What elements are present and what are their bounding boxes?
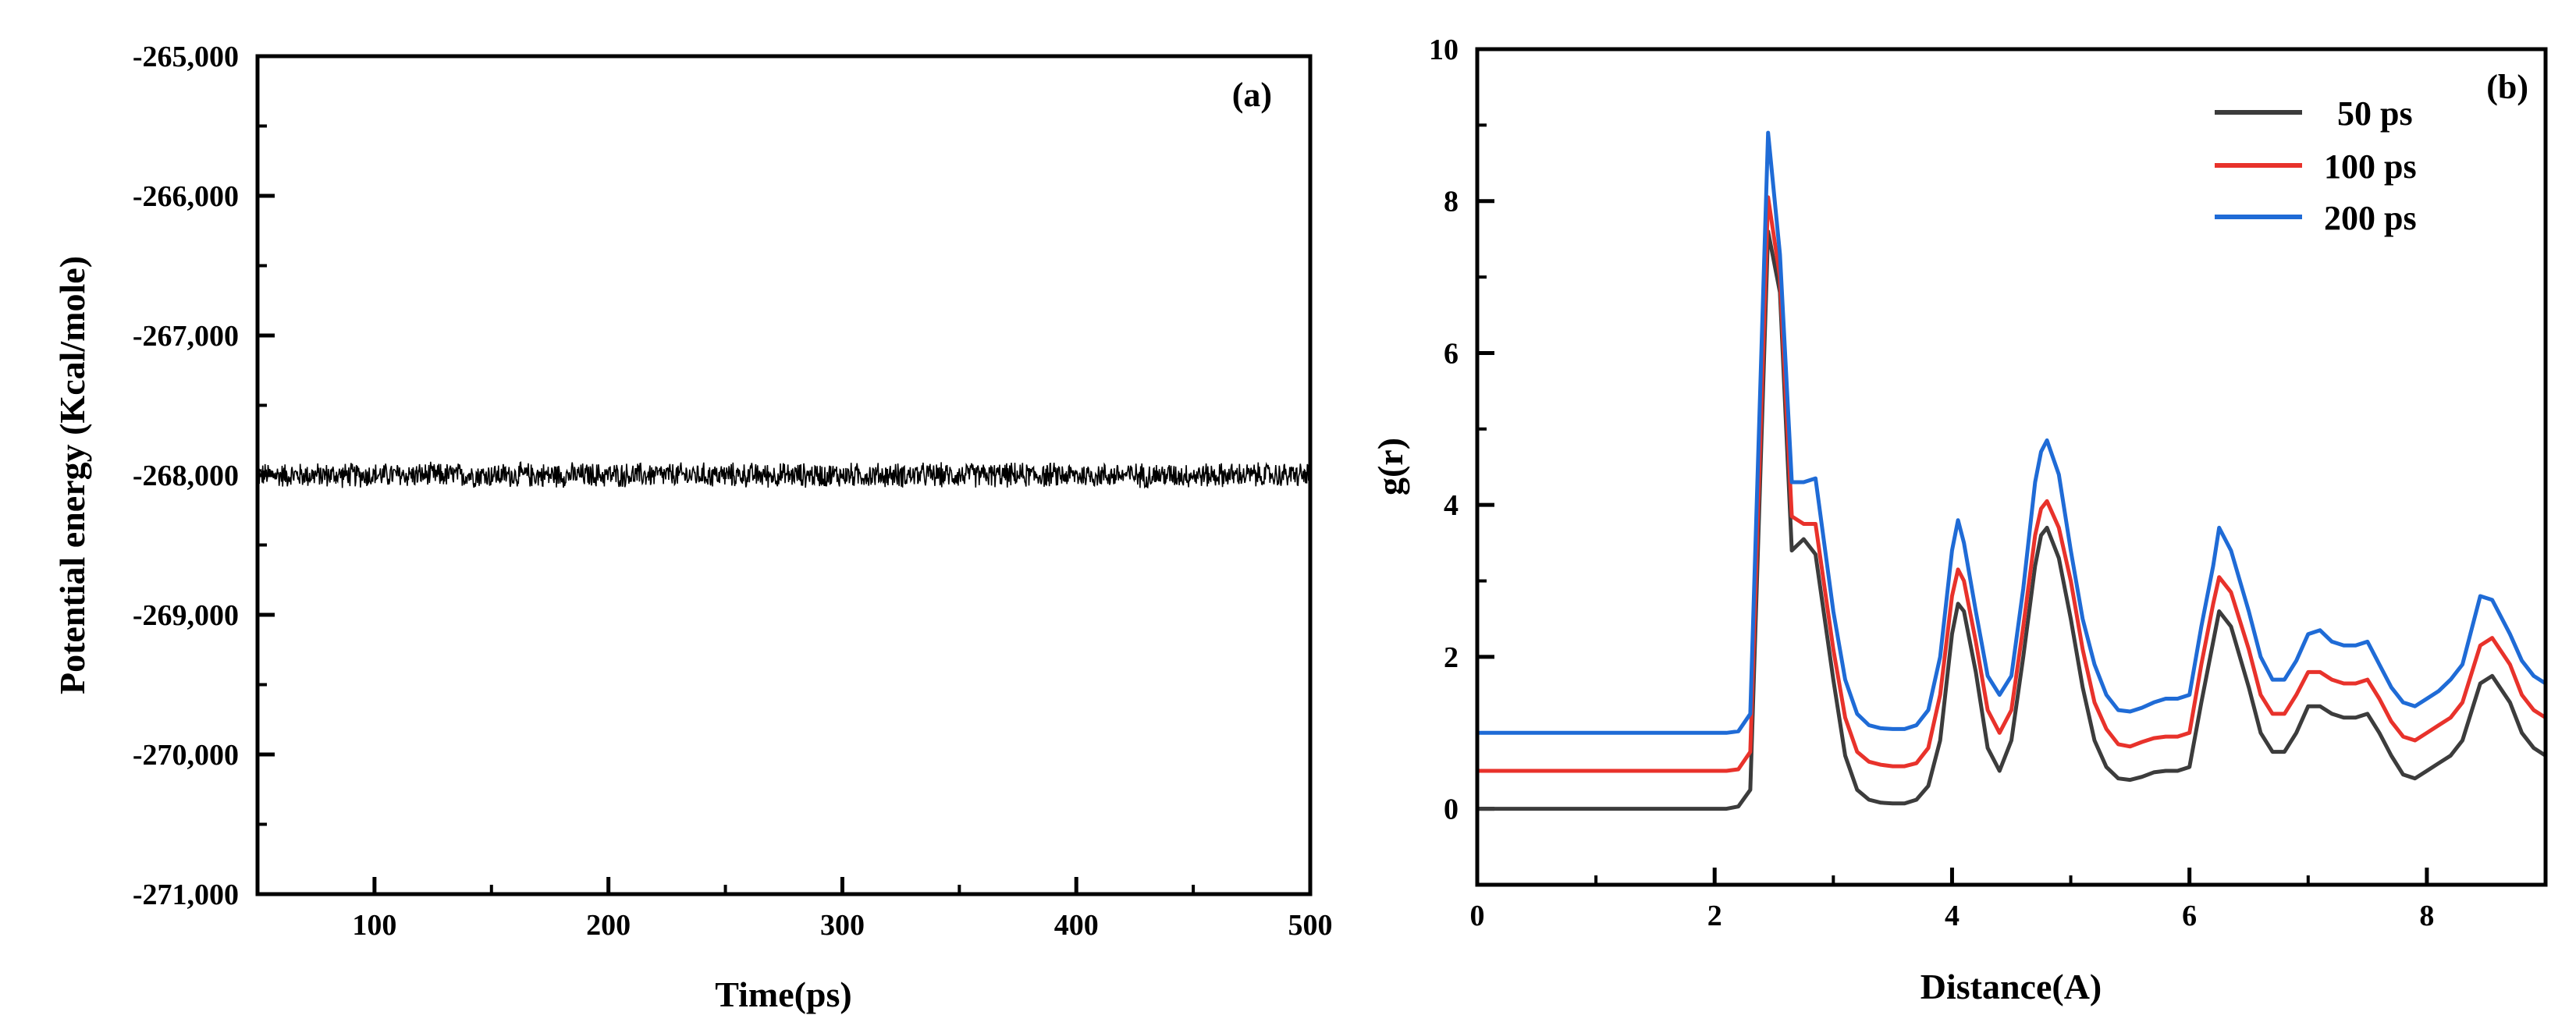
x-tick-label-b-1: 2 [1707,900,1722,932]
panel-label-a: (a) [1232,76,1272,114]
legend-item-200ps: 200 ps [2215,199,2417,237]
y-tick-marks-b [1477,47,1494,811]
y-tick-label-b-3: 6 [1444,337,1459,370]
x-tick-label-a-2: 300 [820,909,865,942]
series-line-200ps [1477,130,2547,735]
x-tick-labels-b: 0 2 4 6 8 [1470,900,2435,932]
x-tick-label-b-2: 4 [1945,900,1960,932]
series-group-b [1477,130,2547,811]
series-line-100ps [1477,195,2547,773]
y-tick-label-b-0: 0 [1444,793,1459,826]
x-tick-label-a-3: 400 [1054,909,1099,942]
x-axis-title-b: Distance(A) [1920,967,2102,1006]
y-tick-label-b-4: 8 [1444,186,1459,218]
y-tick-label-a-4: -267,000 [133,320,239,353]
chart-panel-b: 0 2 4 6 8 0 2 4 6 8 10 (b) Distance(A) g(r) 50 ps… [1370,34,2548,1006]
legend-item-100ps: 100 ps [2215,147,2417,186]
legend-label-200ps: 200 ps [2324,199,2417,237]
chart-panel-a: 100 200 300 400 500 -271,000 -270,000 -269,000… [52,41,1333,1014]
x-axis-title-a: Time(ps) [715,974,852,1014]
panel-label-b: (b) [2486,68,2528,106]
x-tick-labels-a: 100 200 300 400 500 [352,909,1332,942]
y-axis-title-b: g(r) [1370,438,1410,495]
y-tick-label-a-5: -266,000 [133,180,239,213]
x-tick-label-a-1: 200 [586,909,631,942]
plot-frame-a [255,54,1313,896]
y-tick-label-a-3: -268,000 [133,460,239,492]
series-line-potential-energy [257,461,1311,489]
series-group-a [257,461,1311,489]
legend-label-50ps: 50 ps [2337,94,2413,133]
y-axis-title-a: Potential energy (Kcal/mole) [52,256,92,694]
y-tick-label-a-0: -271,000 [133,879,239,911]
y-tick-label-a-1: -270,000 [133,739,239,772]
x-tick-label-b-4: 8 [2419,900,2434,932]
x-tick-label-a-4: 500 [1288,909,1333,942]
series-line-50ps [1477,229,2547,811]
legend-label-100ps: 100 ps [2324,147,2417,186]
legend-item-50ps: 50 ps [2215,94,2413,133]
x-tick-marks-a [372,877,1313,894]
x-tick-label-b-0: 0 [1470,900,1485,932]
y-tick-label-b-1: 2 [1444,641,1459,674]
x-tick-marks-b [1475,868,2429,885]
x-tick-label-a-0: 100 [352,909,396,942]
y-tick-labels-b: 0 2 4 6 8 10 [1429,34,1459,826]
y-tick-label-b-5: 10 [1429,34,1459,66]
y-tick-label-a-6: -265,000 [133,41,239,73]
y-tick-labels-a: -271,000 -270,000 -269,000 -268,000 -267,000… [133,41,239,911]
legend: 50 ps 100 ps 200 ps [2215,94,2417,237]
y-tick-label-a-2: -269,000 [133,599,239,632]
y-tick-label-b-2: 4 [1444,489,1459,522]
x-tick-label-b-3: 6 [2182,900,2197,932]
plot-frame-b [1475,47,2548,887]
